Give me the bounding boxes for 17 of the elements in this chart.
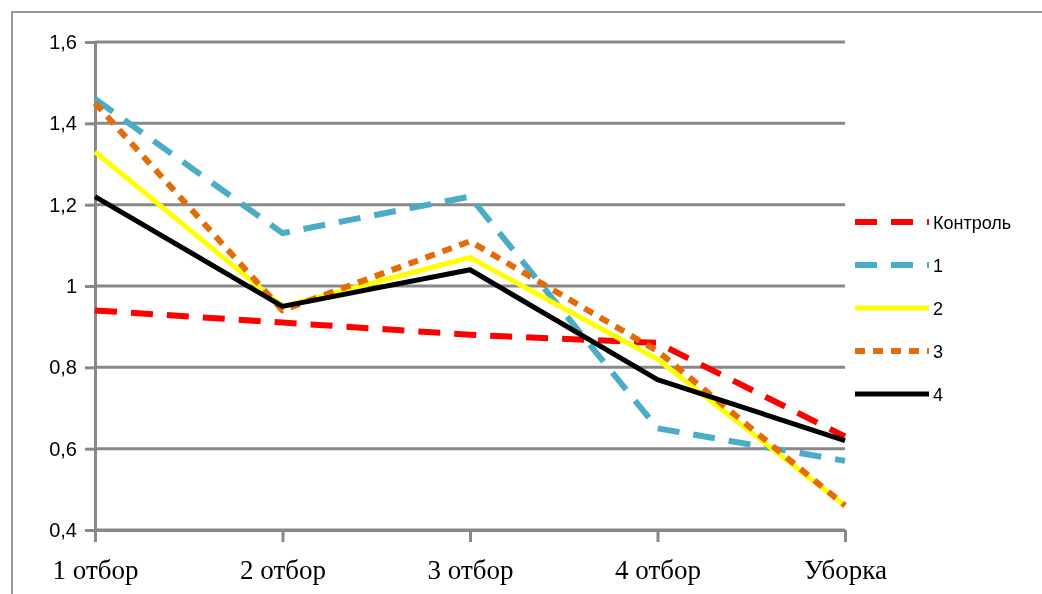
legend-label: Контроль (933, 213, 1012, 233)
x-tick-label: 1 отбор (52, 555, 139, 586)
x-tick-label: 2 отбор (240, 555, 326, 586)
y-tick-label: 1,6 (49, 30, 77, 53)
legend-label: 4 (933, 385, 944, 405)
x-tick-label: 3 отбор (427, 555, 514, 586)
y-tick-label: 0,8 (49, 356, 77, 379)
y-tick-label: 1 (65, 274, 77, 297)
y-tick-label: 1,4 (49, 112, 77, 135)
y-tick-label: 0,6 (49, 437, 77, 460)
legend-label: 3 (933, 342, 944, 362)
x-tick-label: Уборка (804, 555, 887, 586)
legend-label: 1 (933, 256, 944, 276)
y-tick-label: 1,2 (49, 193, 77, 216)
y-tick-label: 0,4 (49, 518, 77, 541)
legend-label: 2 (933, 299, 944, 319)
x-tick-label: 4 отбор (615, 555, 701, 586)
